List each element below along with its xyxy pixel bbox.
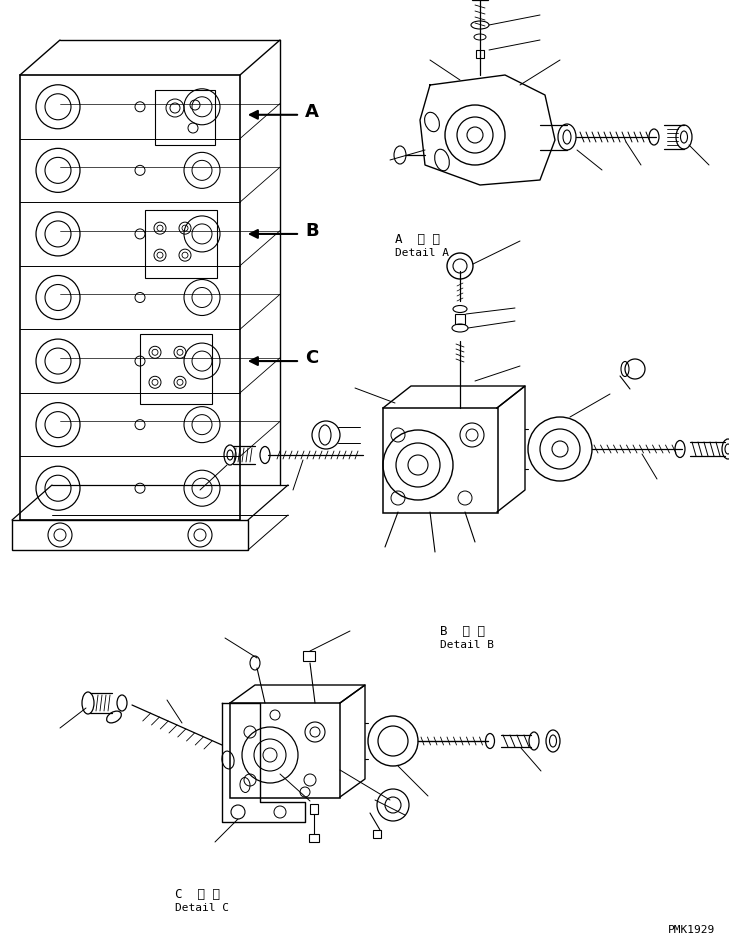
Text: A: A xyxy=(305,103,319,121)
Bar xyxy=(476,50,484,58)
Text: B: B xyxy=(305,222,319,240)
Bar xyxy=(20,75,240,520)
Bar xyxy=(140,334,212,405)
Bar xyxy=(310,804,318,814)
Bar xyxy=(455,314,465,324)
Text: Detail B: Detail B xyxy=(440,640,494,650)
Text: B  詳 細: B 詳 細 xyxy=(440,625,485,638)
Bar xyxy=(309,834,319,842)
Text: PMK1929: PMK1929 xyxy=(668,925,715,935)
Text: Detail A: Detail A xyxy=(395,248,449,258)
Text: Detail C: Detail C xyxy=(175,903,229,913)
Bar xyxy=(12,520,248,550)
Text: C  詳 細: C 詳 細 xyxy=(175,888,220,901)
Bar xyxy=(383,408,498,513)
Bar xyxy=(373,830,381,838)
Bar xyxy=(303,651,315,661)
Bar xyxy=(145,210,217,278)
Bar xyxy=(230,703,340,798)
Text: C: C xyxy=(305,349,319,367)
Text: A  詳 細: A 詳 細 xyxy=(395,233,440,246)
Bar xyxy=(155,90,215,145)
